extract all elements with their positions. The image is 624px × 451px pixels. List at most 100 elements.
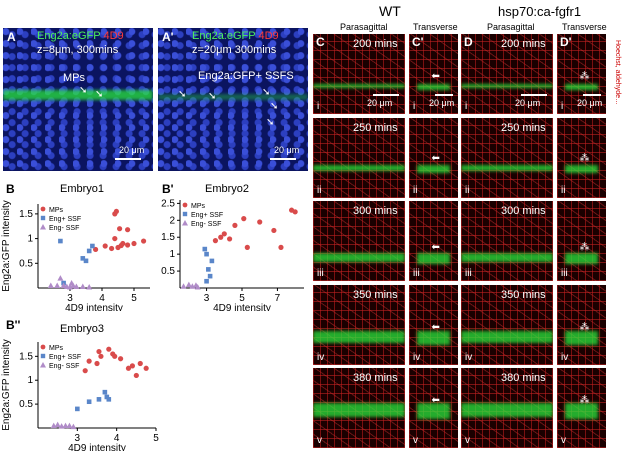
title-green: Eng2a:eGFP bbox=[192, 30, 256, 42]
data-point bbox=[241, 216, 247, 222]
data-point bbox=[185, 281, 192, 288]
data-point bbox=[117, 226, 123, 232]
y-tick-label: 1 bbox=[27, 375, 33, 386]
data-point bbox=[58, 238, 63, 244]
timepoint-label: 300 mins bbox=[353, 205, 398, 217]
x-tick-label: 4 bbox=[114, 433, 120, 444]
header-wt: WT bbox=[379, 3, 401, 19]
timepoint-label: 250 mins bbox=[353, 122, 398, 134]
data-point bbox=[66, 422, 73, 429]
timepoint-label: 250 mins bbox=[501, 122, 546, 134]
data-point bbox=[212, 238, 219, 244]
data-point bbox=[204, 278, 209, 284]
y-tick-label: 1 bbox=[27, 234, 33, 245]
panel-subtitle: z=20μm 300mins bbox=[192, 44, 277, 56]
panel-label: A' bbox=[162, 30, 174, 44]
y-tick-label: 0.5 bbox=[19, 399, 33, 410]
x-tick-label: 7 bbox=[275, 293, 281, 304]
data-point bbox=[79, 283, 86, 290]
row-numeral: iii bbox=[465, 268, 472, 279]
row-numeral: iii bbox=[561, 268, 568, 279]
data-point bbox=[86, 248, 92, 254]
green-band bbox=[565, 252, 598, 264]
row-numeral: iii bbox=[317, 268, 324, 279]
legend-marker bbox=[40, 353, 46, 359]
panel-label: D bbox=[464, 35, 473, 49]
legend-marker bbox=[182, 211, 188, 217]
data-point bbox=[80, 256, 86, 261]
data-point bbox=[209, 258, 215, 264]
arrow-icon: ⬅ bbox=[431, 242, 440, 253]
arrow-icon: ➘ bbox=[270, 101, 279, 112]
timepoint-label: 300 mins bbox=[501, 205, 546, 217]
data-point bbox=[94, 360, 100, 367]
data-point bbox=[125, 242, 131, 248]
data-point bbox=[83, 258, 89, 264]
x-tick-label: 5 bbox=[239, 293, 245, 304]
arrow-icon: ⬅ bbox=[431, 395, 440, 406]
panel-label: C bbox=[316, 35, 325, 49]
legend-marker bbox=[40, 224, 46, 230]
arrow-icon: ⁂ bbox=[579, 322, 590, 333]
legend-label: Eng+ SSF bbox=[191, 212, 223, 219]
arrow-icon: ⁂ bbox=[579, 153, 590, 164]
panel-subtitle: z=8μm, 300mins bbox=[37, 44, 119, 56]
side-caption: Hoechst, aldehyde… bbox=[614, 40, 621, 105]
green-band bbox=[461, 252, 553, 262]
y-tick-label: 1.5 bbox=[161, 232, 175, 243]
timepoint-label: 200 mins bbox=[353, 38, 398, 50]
data-point bbox=[133, 372, 139, 379]
y-tick-label: 1.5 bbox=[19, 351, 33, 362]
arrow-icon: ➘ bbox=[266, 117, 275, 128]
data-point bbox=[109, 245, 115, 252]
data-point bbox=[67, 284, 73, 290]
scale-bar bbox=[583, 94, 601, 96]
timelapse-image-c2-1: C' i ⬅ 20 μm bbox=[409, 34, 458, 114]
scale-bar bbox=[270, 158, 296, 160]
legend-label: Eng+ SSF bbox=[49, 216, 81, 223]
green-band bbox=[313, 403, 405, 417]
scale-bar bbox=[521, 94, 547, 96]
data-point bbox=[106, 346, 112, 352]
row-numeral: iv bbox=[465, 352, 473, 363]
timelapse-image-c-5: 380 mins v bbox=[313, 368, 405, 448]
annotation: Eng2a:GFP+ SSFS bbox=[198, 70, 294, 82]
green-band bbox=[461, 331, 553, 343]
title-green: Eng2a:eGFP bbox=[37, 30, 101, 42]
data-point bbox=[86, 358, 92, 364]
x-axis-label: 4D9 intensity bbox=[65, 303, 123, 311]
data-point bbox=[180, 283, 187, 289]
data-point bbox=[278, 244, 284, 250]
timelapse-image-d-4: 350 mins iv bbox=[461, 285, 553, 365]
data-point bbox=[47, 282, 54, 289]
data-point bbox=[131, 240, 137, 247]
green-band bbox=[417, 403, 450, 419]
data-point bbox=[125, 227, 131, 233]
x-tick-label: 3 bbox=[204, 293, 210, 304]
green-band bbox=[313, 164, 405, 172]
data-point bbox=[62, 422, 69, 429]
data-point bbox=[232, 222, 238, 228]
annotation: MPs bbox=[63, 72, 85, 84]
legend-label: MPs bbox=[49, 345, 64, 352]
legend-marker bbox=[40, 215, 46, 221]
timelapse-image-c2-5: v ⬅ bbox=[409, 368, 458, 448]
data-point bbox=[54, 421, 61, 428]
scale-bar bbox=[373, 94, 399, 96]
arrow-icon: ⁂ bbox=[579, 242, 590, 253]
x-axis-label: 4D9 intensity bbox=[68, 443, 126, 451]
chart-label: B bbox=[6, 182, 15, 196]
timelapse-image-c2-2: ii ⬅ bbox=[409, 118, 458, 198]
data-point bbox=[113, 208, 119, 215]
y-tick-label: 0.5 bbox=[19, 258, 33, 269]
header-transverse: Transverse bbox=[413, 22, 458, 32]
panel-label: D' bbox=[560, 35, 572, 49]
arrow-icon: ➘ bbox=[262, 87, 271, 98]
data-point bbox=[68, 280, 75, 286]
row-numeral: ii bbox=[561, 185, 566, 196]
data-point bbox=[90, 243, 95, 249]
data-point bbox=[82, 368, 88, 374]
legend-label: MPs bbox=[49, 207, 64, 214]
legend-marker bbox=[182, 220, 188, 226]
legend-marker bbox=[40, 344, 46, 350]
